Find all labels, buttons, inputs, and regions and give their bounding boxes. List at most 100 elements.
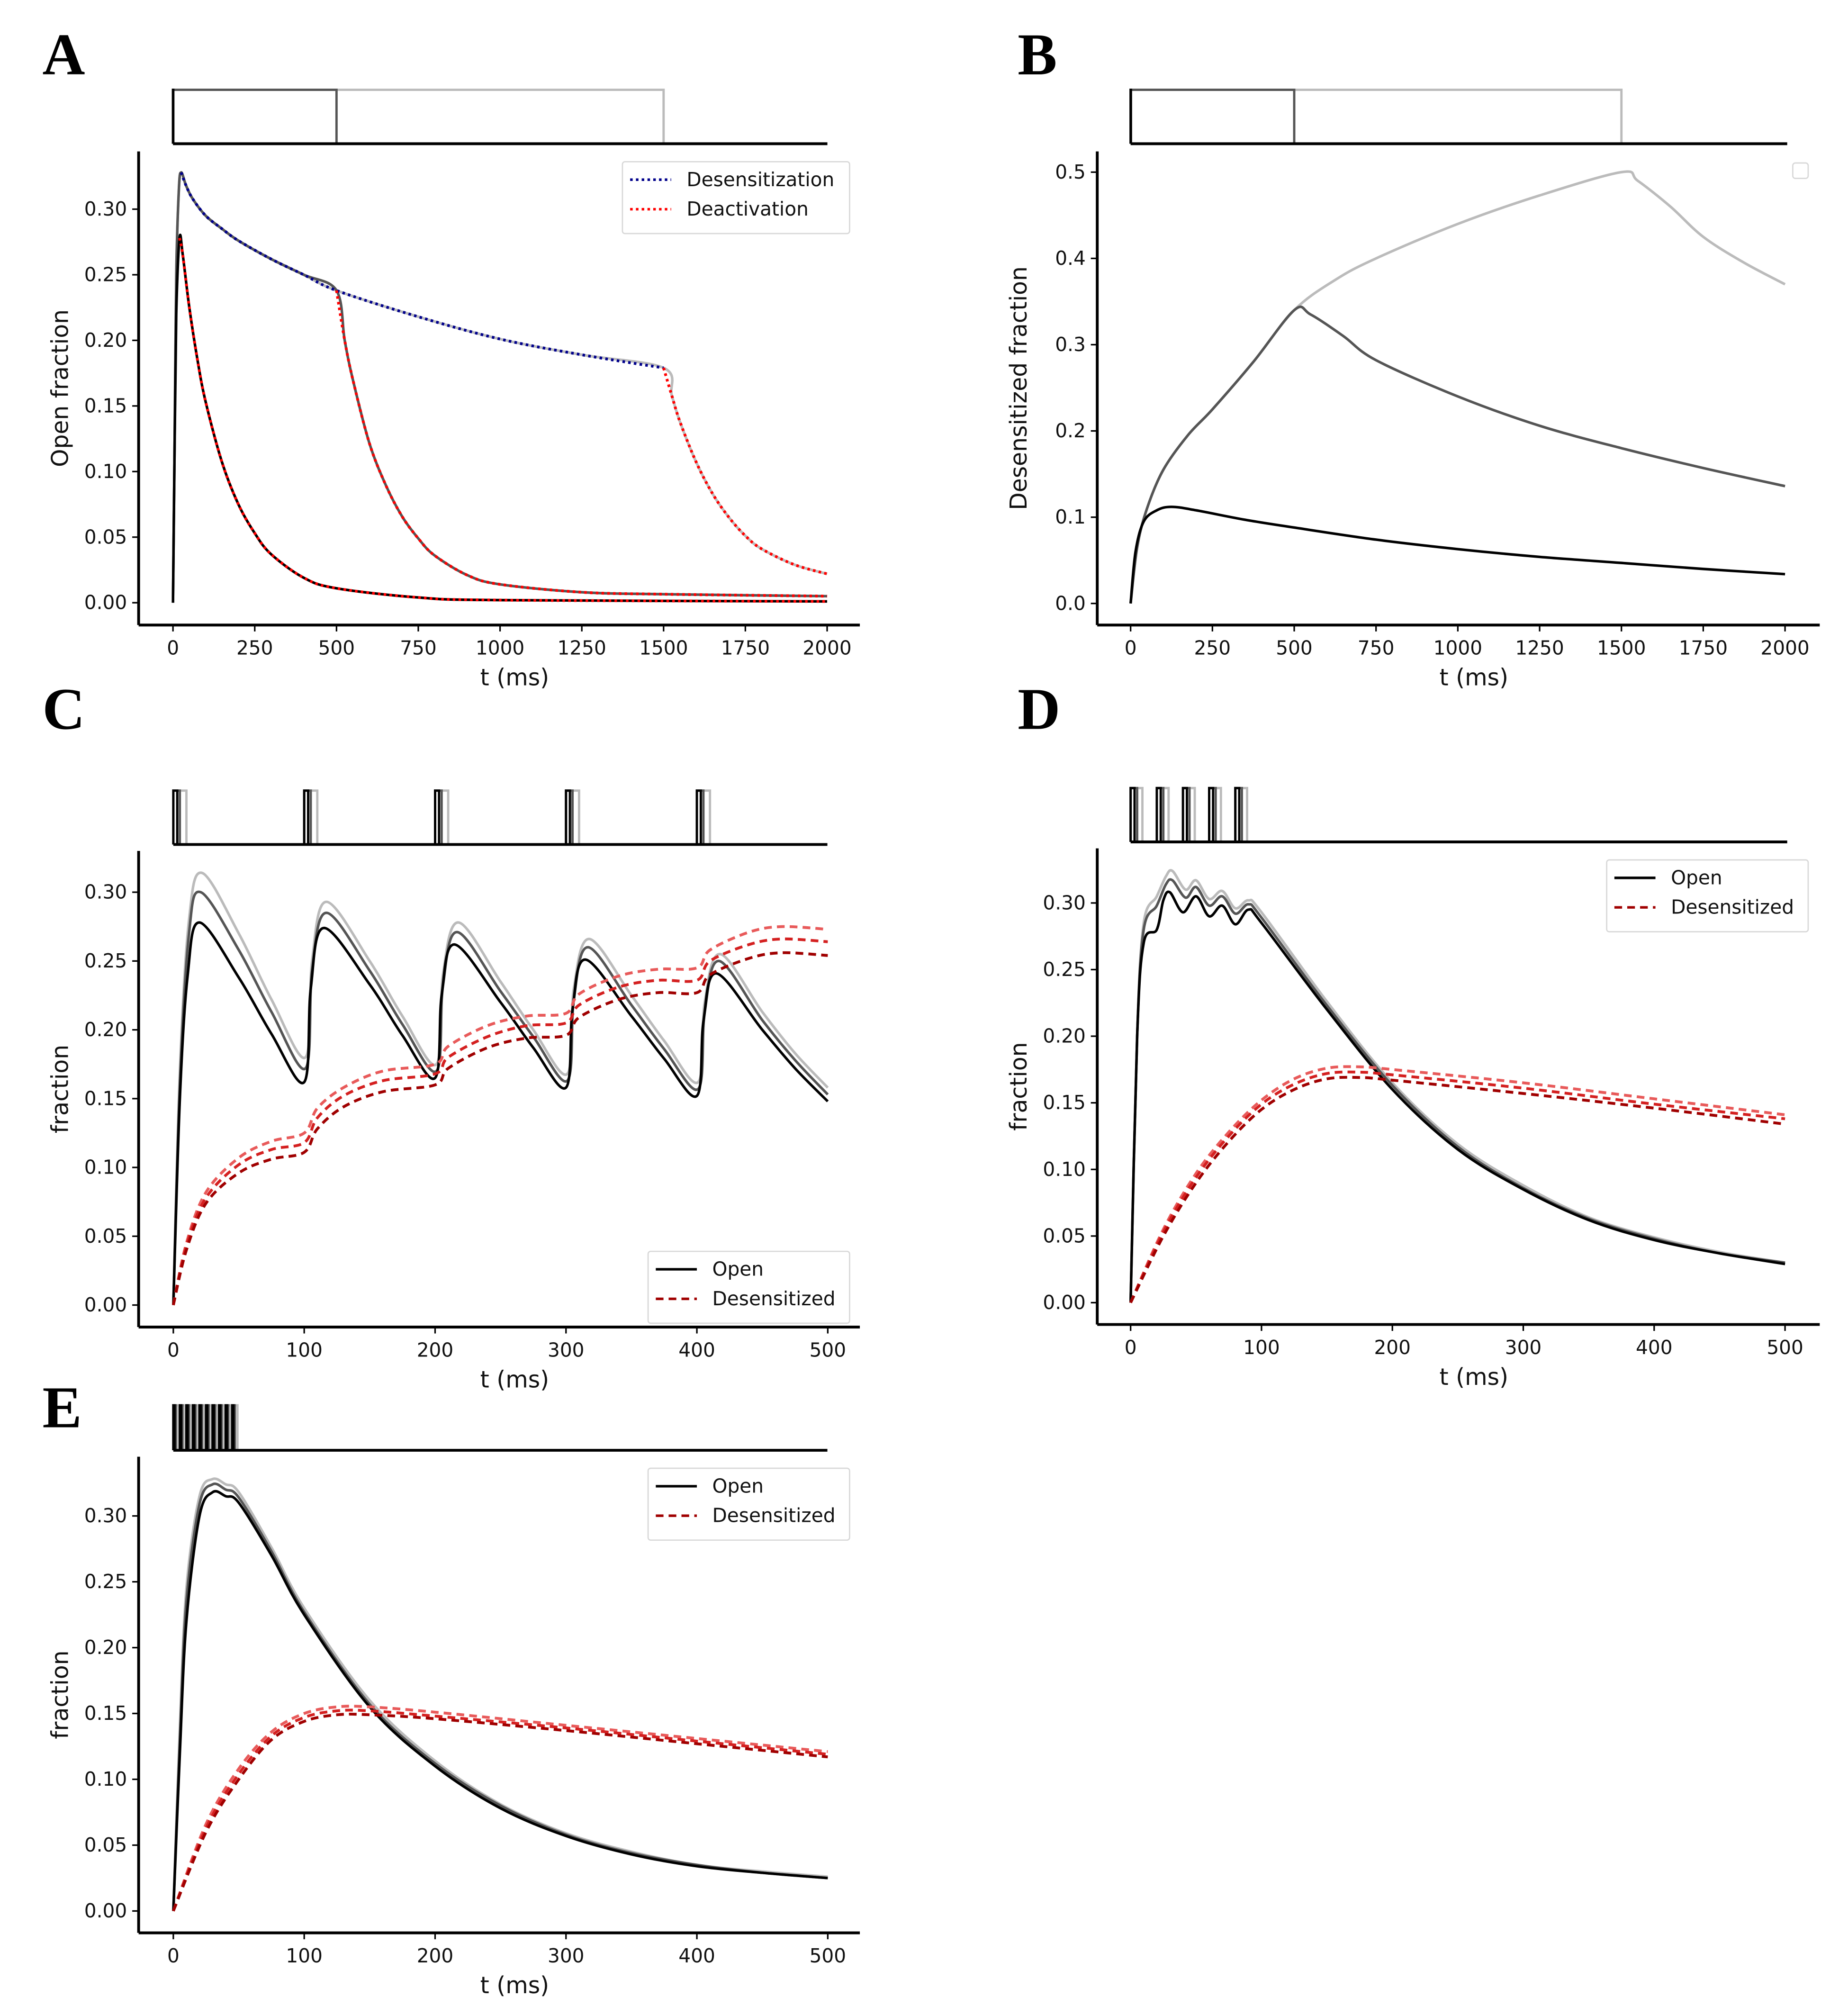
x-tick-label: 400 [1636, 1336, 1673, 1359]
stimulus-pulse-trace [171, 89, 665, 144]
panel-letter: B [1018, 22, 1057, 87]
series-line-dashed [171, 925, 828, 1306]
x-tick-label: 1250 [1515, 637, 1564, 660]
y-tick-label: 0.1 [1055, 506, 1086, 528]
x-tick-label: 1750 [721, 637, 770, 660]
x-tick-label: 100 [286, 1944, 323, 1967]
legend-label: Open [1671, 866, 1722, 889]
y-tick-label: 0.25 [84, 263, 127, 286]
legend-label: Desensitized [712, 1287, 836, 1310]
y-axis-label: fraction [1006, 1042, 1032, 1130]
legend-label: Desensitization [686, 168, 834, 191]
legend-label: Open [712, 1258, 764, 1281]
y-tick-label: 0.20 [84, 1636, 127, 1659]
series-line-dashed [171, 951, 828, 1306]
y-axis-label: fraction [47, 1650, 74, 1739]
x-tick-label: 500 [810, 1338, 847, 1361]
y-tick-label: 0.10 [1043, 1158, 1085, 1181]
y-tick-label: 0.30 [84, 1504, 127, 1527]
x-tick-label: 100 [286, 1338, 323, 1361]
y-tick-label: 0.20 [84, 1018, 127, 1041]
legend-frame [647, 1250, 850, 1324]
x-tick-label: 250 [236, 637, 273, 660]
series-line-dotted [178, 237, 828, 603]
x-tick-label: 200 [1374, 1336, 1411, 1359]
y-tick-label: 0.10 [84, 1156, 127, 1179]
stimulus-pulse-trace [172, 789, 702, 845]
y-tick-label: 0.20 [1043, 1025, 1085, 1048]
panel-a: A 0 250 500 750 1000 1250 1500 1750 2000 0.00 0.05 0… [42, 22, 860, 691]
x-tick-label: 0 [167, 1944, 180, 1967]
y-tick-label: 0.15 [84, 1702, 127, 1725]
x-tick-label: 500 [810, 1944, 847, 1967]
y-tick-label: 0.5 [1055, 161, 1086, 183]
panel-d: D 0 100 200 300 400 500 0.00 0.05 0.10 0.15 0.20 0.2… [1006, 677, 1820, 1391]
legend-frame [647, 1467, 850, 1541]
legend-frame [1606, 859, 1809, 933]
x-tick-label: 200 [417, 1944, 454, 1967]
series-line-dashed [172, 1712, 828, 1912]
x-tick-label: 0 [167, 637, 179, 660]
series-line [172, 1490, 828, 1911]
legend: Open Desensitized [647, 1250, 850, 1324]
stimulus-pulse-trace [1129, 89, 1296, 144]
series-line [171, 171, 828, 603]
series-line [1129, 878, 1785, 1303]
series-line-dashed [172, 1708, 828, 1912]
x-tick-label: 300 [548, 1944, 585, 1967]
series-line-dashed [1129, 1070, 1785, 1303]
x-tick-label: 300 [548, 1338, 585, 1361]
legend-label: Deactivation [686, 198, 808, 220]
x-tick-label: 0 [1125, 1336, 1137, 1359]
x-tick-label: 750 [400, 637, 437, 660]
y-axis-label: Open fraction [47, 309, 74, 467]
panel-letter: D [1018, 677, 1060, 742]
x-tick-label: 2000 [1760, 637, 1809, 660]
series-line [172, 890, 829, 1305]
series-line-dotted [335, 290, 828, 598]
y-tick-label: 0.2 [1055, 419, 1086, 442]
panel-e: E 0 100 200 300 400 500 0.00 0.05 0.10 0.15 0.20 0.2… [42, 1374, 860, 1999]
series-line [172, 921, 829, 1305]
panel-letter: C [42, 677, 85, 742]
series-line [1129, 506, 1785, 604]
x-axis-label: t (ms) [1439, 1364, 1508, 1391]
stimulus-pulse-trace [1129, 89, 1623, 144]
legend-frame [622, 161, 850, 235]
x-axis-label: t (ms) [480, 665, 550, 691]
y-tick-label: 0.30 [84, 198, 127, 220]
y-tick-label: 0.05 [84, 525, 127, 548]
stimulus-pulse-trace [172, 1404, 235, 1451]
series-line [1129, 869, 1785, 1303]
x-tick-label: 400 [678, 1338, 715, 1361]
legend-label: Desensitized [712, 1504, 836, 1527]
y-tick-label: 0.00 [84, 591, 127, 614]
x-tick-label: 0 [1125, 637, 1137, 660]
x-tick-label: 1500 [1597, 637, 1646, 660]
series-line-dashed [1129, 1075, 1785, 1303]
x-tick-label: 200 [417, 1338, 454, 1361]
series-line [172, 1477, 828, 1911]
y-axis-label: fraction [47, 1045, 74, 1133]
x-tick-label: 250 [1194, 637, 1231, 660]
y-tick-label: 0.25 [84, 1570, 127, 1593]
x-tick-label: 2000 [802, 637, 851, 660]
x-tick-label: 1750 [1679, 637, 1728, 660]
y-tick-label: 0.00 [1043, 1291, 1085, 1314]
x-tick-label: 500 [318, 637, 355, 660]
y-tick-label: 0.30 [1043, 891, 1085, 914]
x-tick-label: 1500 [639, 637, 688, 660]
x-axis-label: t (ms) [480, 1366, 550, 1393]
stimulus-pulse-trace [171, 89, 338, 144]
panel-letter: A [42, 22, 85, 87]
series-line-dashed [172, 1705, 828, 1912]
y-tick-label: 0.30 [84, 881, 127, 904]
series-line [171, 234, 828, 603]
y-tick-label: 0.3 [1055, 333, 1086, 356]
series-line [172, 1482, 828, 1911]
x-tick-label: 750 [1358, 637, 1395, 660]
series-line-dashed [171, 937, 828, 1306]
legend-label: Open [712, 1474, 764, 1497]
y-tick-label: 0.15 [84, 394, 127, 417]
